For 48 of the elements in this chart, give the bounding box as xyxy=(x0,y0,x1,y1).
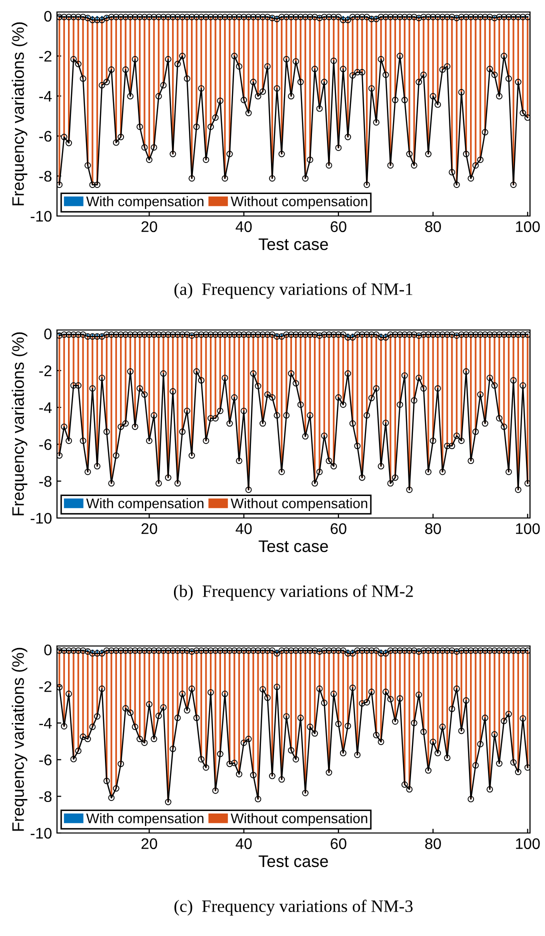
y-tick-label: -2 xyxy=(39,681,52,692)
x-axis-title: Test case xyxy=(258,540,328,552)
legend-label: Without compensation xyxy=(230,498,368,512)
x-axis-title: Test case xyxy=(258,238,328,250)
y-axis-title: Frequency variations (%) xyxy=(12,22,28,206)
y-tick-label: -6 xyxy=(39,754,52,766)
y-tick-label: -4 xyxy=(39,718,52,729)
y-tick-label: 0 xyxy=(44,328,52,340)
text: (a) Frequency variations of NM-1 xyxy=(174,282,412,299)
x-tick-label: 20 xyxy=(142,838,158,850)
y-tick-label: -4 xyxy=(39,402,52,413)
x-tick-label: 60 xyxy=(330,838,346,850)
x-axis-title: Test case xyxy=(258,855,328,868)
y-tick-label: -6 xyxy=(39,439,52,450)
x-tick-label: 20 xyxy=(142,523,158,534)
y-tick-label: 0 xyxy=(44,10,52,22)
legend-label: With compensation xyxy=(86,813,204,826)
y-axis-title: Frequency variations (%) xyxy=(12,332,28,516)
y-tick-label: -2 xyxy=(39,365,52,376)
y-tick-label: -2 xyxy=(39,50,52,62)
x-tick-label: 40 xyxy=(236,523,252,534)
x-tick-label: 100 xyxy=(516,523,540,534)
x-tick-label: 80 xyxy=(425,838,441,850)
x-tick-label: 40 xyxy=(236,221,252,232)
y-tick-label: -10 xyxy=(30,210,52,222)
legend-label: Without compensation xyxy=(230,813,368,826)
y-tick-label: -6 xyxy=(39,130,52,142)
x-tick-label: 80 xyxy=(425,523,441,534)
text: (b) Frequency variations of NM-2 xyxy=(174,584,413,601)
x-tick-label: 100 xyxy=(516,838,540,850)
y-tick-label: 0 xyxy=(44,644,52,656)
x-tick-label: 20 xyxy=(142,221,158,232)
x-tick-label: 100 xyxy=(516,221,540,232)
legend-label: With compensation xyxy=(86,498,204,512)
x-tick-label: 80 xyxy=(425,221,441,232)
x-tick-label: 60 xyxy=(330,221,346,232)
legend-label: Without compensation xyxy=(230,196,368,210)
y-tick-label: -10 xyxy=(30,512,52,524)
y-tick-label: -8 xyxy=(39,791,52,802)
y-tick-label: -10 xyxy=(30,828,52,839)
legend-label: With compensation xyxy=(86,196,204,210)
y-tick-label: -8 xyxy=(39,170,52,182)
y-tick-label: -4 xyxy=(39,91,52,102)
y-tick-label: -8 xyxy=(39,476,52,487)
x-tick-label: 40 xyxy=(236,838,252,850)
y-axis-title: Frequency variations (%) xyxy=(12,648,28,831)
text: (c) Frequency variations of NM-3 xyxy=(174,900,413,916)
x-tick-label: 60 xyxy=(330,523,346,534)
